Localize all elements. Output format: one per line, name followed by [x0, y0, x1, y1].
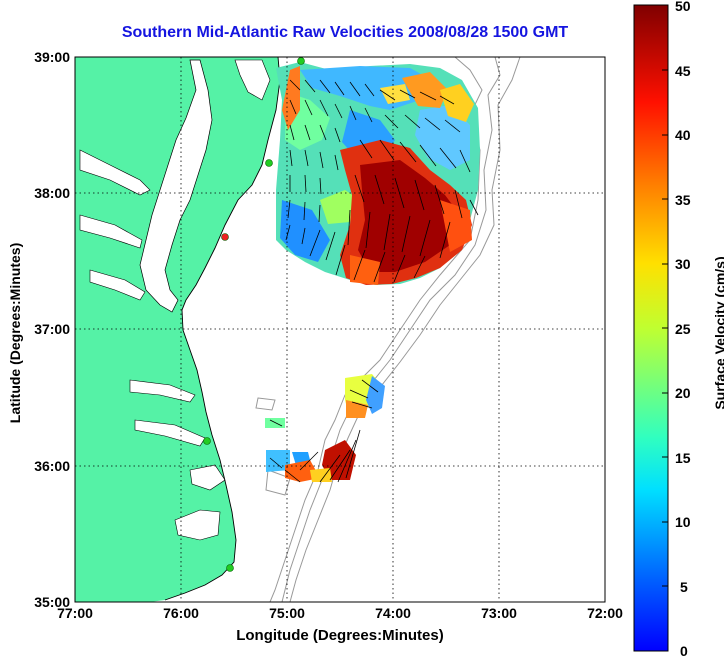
station-marker [265, 159, 273, 167]
colorbar-tick-label: 30 [675, 256, 691, 272]
colorbar-tick-label: 35 [675, 192, 691, 208]
station-marker [226, 564, 234, 572]
x-tick-labels: 77:00 76:00 75:00 74:00 73:00 72:00 [57, 605, 623, 621]
x-tick-label: 74:00 [375, 605, 411, 621]
y-tick-label: 35:00 [34, 594, 70, 610]
colorbar-tick-label: 50 [675, 0, 691, 14]
chesapeake-bay [139, 59, 213, 313]
station-marker [297, 57, 305, 65]
y-tick-label: 38:00 [34, 185, 70, 201]
station-marker [203, 437, 211, 445]
velocity-field-south [265, 374, 385, 483]
x-tick-label: 73:00 [481, 605, 517, 621]
colorbar-tick-label: 10 [675, 514, 691, 530]
y-tick-labels: 39:00 38:00 37:00 36:00 35:00 [34, 49, 70, 610]
x-tick-label: 76:00 [163, 605, 199, 621]
plot-frame [74, 56, 606, 603]
x-tick-label: 77:00 [57, 605, 93, 621]
hf-radar-stations [203, 57, 305, 572]
y-tick-label: 37:00 [34, 321, 70, 337]
x-tick-label: 75:00 [269, 605, 305, 621]
x-axis-label: Longitude (Degrees:Minutes) [236, 627, 444, 644]
colorbar-tick-label: 15 [675, 450, 691, 466]
colorbar-tick-label: 40 [675, 127, 691, 143]
colorbar-tick-label: 5 [680, 579, 688, 595]
colorbar-tick-label: 25 [675, 321, 691, 337]
y-tick-label: 36:00 [34, 458, 70, 474]
colorbar-tick-marks [662, 69, 668, 587]
x-tick-label: 72:00 [587, 605, 623, 621]
colorbar-ticks: 0 5 10 15 20 25 30 35 40 45 50 [675, 0, 691, 659]
colorbar-tick-label: 0 [680, 643, 688, 659]
y-tick-label: 39:00 [34, 49, 70, 65]
station-marker [221, 233, 229, 241]
colorbar-tick-label: 45 [675, 63, 691, 79]
map-grid [75, 57, 605, 602]
colorbar-tick-label: 20 [675, 385, 691, 401]
velocity-field-north [276, 62, 480, 285]
map-title: Southern Mid-Atlantic Raw Velocities 200… [121, 24, 569, 41]
